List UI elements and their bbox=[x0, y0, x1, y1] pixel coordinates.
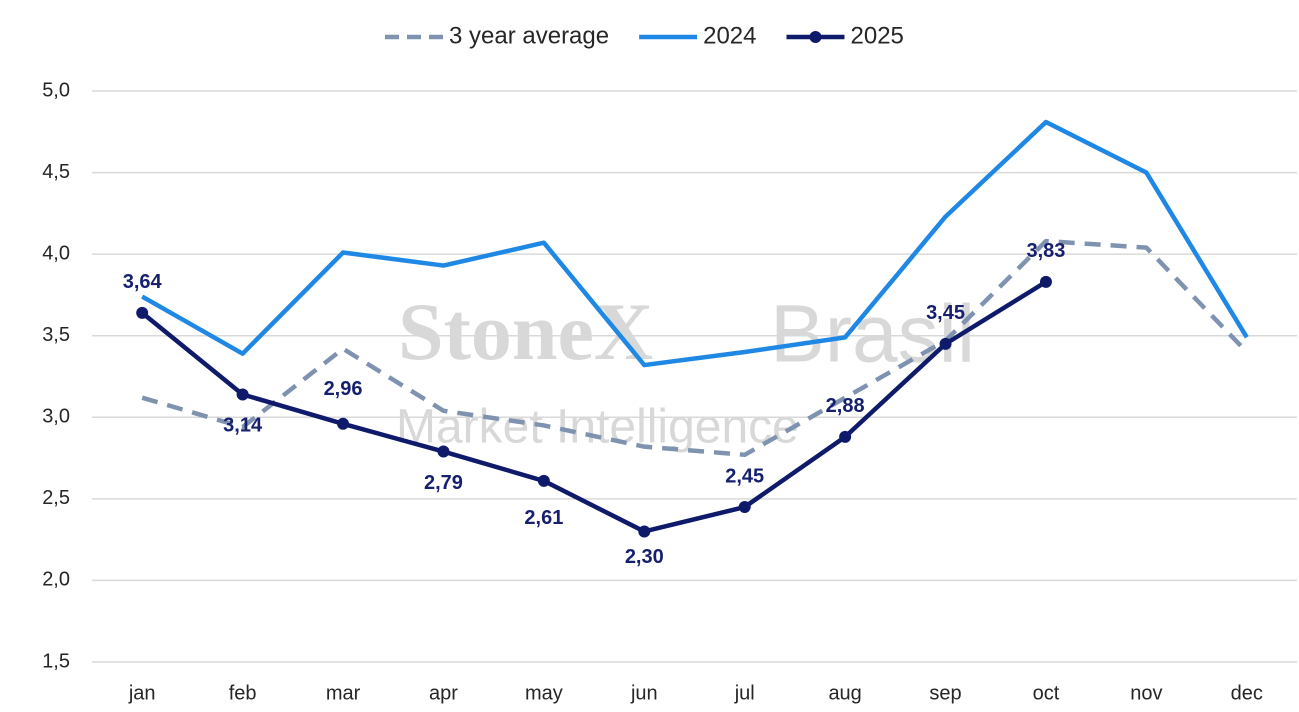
y-tick-label: 1,5 bbox=[42, 650, 70, 672]
y-tick-label: 4,0 bbox=[42, 242, 70, 264]
x-tick-label: jan bbox=[128, 682, 156, 704]
legend-label: 2024 bbox=[703, 22, 756, 49]
point bbox=[236, 388, 249, 401]
data-label: 3,64 bbox=[123, 271, 163, 293]
point bbox=[136, 306, 149, 319]
x-tick-label: sep bbox=[929, 682, 961, 704]
legend-item: 3 year average bbox=[385, 22, 609, 49]
data-label: 2,88 bbox=[826, 395, 865, 417]
x-tick-label: oct bbox=[1033, 682, 1060, 704]
series-line bbox=[141, 119, 1249, 368]
x-tick-label: mar bbox=[326, 682, 361, 704]
data-label: 3,83 bbox=[1026, 240, 1065, 262]
data-label: 3,45 bbox=[926, 302, 965, 324]
watermark-brand: StoneX bbox=[398, 286, 653, 377]
legend-label: 2025 bbox=[851, 22, 904, 49]
y-tick-label: 4,5 bbox=[42, 161, 70, 183]
legend-label: 3 year average bbox=[449, 22, 609, 49]
point bbox=[839, 430, 852, 443]
point bbox=[738, 501, 751, 514]
y-tick-label: 3,0 bbox=[42, 406, 70, 428]
data-label: 2,79 bbox=[424, 472, 463, 494]
series-line bbox=[141, 238, 1249, 458]
x-tick-label: apr bbox=[429, 682, 458, 704]
data-label: 2,45 bbox=[725, 465, 764, 487]
data-label: 2,30 bbox=[625, 546, 664, 568]
data-label: 3,14 bbox=[223, 415, 263, 437]
legend-marker bbox=[809, 31, 822, 43]
point bbox=[1039, 275, 1052, 288]
y-tick-label: 2,0 bbox=[42, 569, 70, 591]
data-label: 2,61 bbox=[524, 507, 563, 529]
legend-item: 2024 bbox=[639, 22, 757, 49]
x-tick-label: jun bbox=[630, 682, 658, 704]
point bbox=[337, 417, 350, 430]
series-line bbox=[140, 279, 1048, 534]
x-tick-label: aug bbox=[828, 682, 861, 704]
x-tick-label: feb bbox=[229, 682, 257, 704]
y-tick-label: 2,5 bbox=[42, 487, 70, 509]
x-tick-label: may bbox=[525, 682, 563, 704]
point bbox=[537, 474, 550, 487]
legend-item: 2025 bbox=[786, 22, 904, 49]
x-tick-label: dec bbox=[1231, 682, 1263, 704]
watermark: StoneX Brasil Market Intelligence bbox=[396, 286, 975, 454]
point bbox=[638, 525, 651, 538]
x-tick-label: jul bbox=[734, 682, 755, 704]
data-label: 2,96 bbox=[324, 378, 363, 400]
point bbox=[437, 445, 450, 458]
point bbox=[939, 337, 952, 350]
watermark-tagline: Market Intelligence bbox=[396, 401, 799, 454]
x-tick-label: nov bbox=[1130, 682, 1162, 704]
y-tick-label: 5,0 bbox=[42, 79, 70, 101]
y-tick-label: 3,5 bbox=[42, 324, 70, 346]
